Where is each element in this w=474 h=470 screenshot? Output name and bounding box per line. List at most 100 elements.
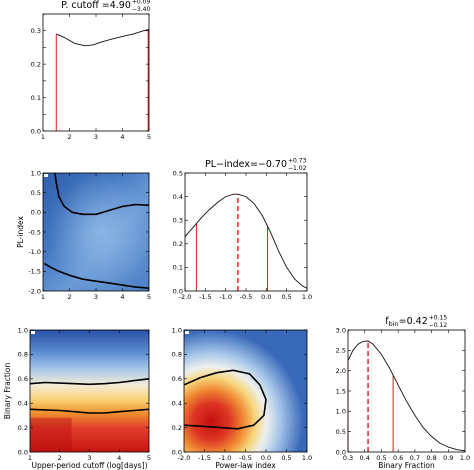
y-tick-label: 0.0 (172, 448, 182, 456)
y-tick-label: 0.2 (173, 240, 183, 248)
title-main: P. cutoff =4.90 (61, 0, 131, 11)
title-subscript-error: −1.02 (288, 165, 307, 172)
y-tick-label: 0.1 (173, 264, 183, 272)
y-tick-label: -0.5 (28, 228, 41, 236)
x-tick-label: 0.5 (281, 293, 291, 301)
x-axis-label: Upper-period cutoff (log[days]) (31, 461, 147, 470)
x-tick-label: 1 (28, 454, 32, 462)
y-tick-label: -2.0 (28, 287, 41, 295)
x-tick-label: 1.0 (302, 454, 312, 462)
y-tick-label: -1.5 (28, 268, 41, 276)
title-subscript-error: −0.12 (429, 322, 448, 329)
axes-frame (347, 329, 466, 453)
title-main: f (385, 316, 389, 327)
x-tick-label: 1 (41, 293, 45, 301)
title-main: PL−index=−0.70 (205, 159, 287, 170)
heatmap-hot-region (30, 417, 72, 452)
y-tick-label: 0.0 (173, 287, 183, 295)
title-value: =0.42 (399, 316, 428, 327)
y-tick-label: 1.0 (172, 326, 182, 334)
y-tick-label: 0.2 (18, 424, 28, 432)
x-tick-label: 0.6 (393, 454, 403, 462)
panel-p5: -2.0 -1.5 -1.0 -0.5 0.0 0.5 1.0 0.0 0.2 0.4 0.6 0.8… (172, 326, 313, 470)
x-tick-label: 0.5 (281, 454, 291, 462)
y-tick-label: 0.0 (18, 448, 28, 456)
x-tick-label: 2 (58, 454, 62, 462)
y-tick-label: 0.8 (18, 351, 28, 359)
y-tick-label: 0.2 (172, 424, 182, 432)
title-superscript: +0.15 (429, 315, 448, 322)
x-tick-label: -0.5 (240, 293, 253, 301)
x-axis-label: Binary Fraction (378, 461, 435, 470)
posterior-curve (56, 28, 150, 47)
panel-p6: 0.3 0.4 0.5 0.6 0.7 0.8 0.9 1.0 0.0 0.5 1.0 1.5 2.0 2… (336, 315, 471, 470)
x-tick-label: 5 (147, 133, 151, 141)
x-tick-label: 2 (67, 293, 71, 301)
y-tick-label: 0.3 (173, 217, 183, 225)
x-tick-label: 2 (67, 133, 71, 141)
panel-p1: 1 2 3 4 5 0.0 0.1 0.2 0.3 P. cutoff =4.90 +0.09−3.… (31, 0, 151, 141)
y-axis-label: PL-index (16, 216, 25, 248)
heatmap-corner-artifact (185, 331, 189, 334)
x-tick-label: -1.5 (199, 293, 212, 301)
contour-line-2 (43, 262, 150, 289)
title-subscript: bin (389, 320, 399, 328)
x-tick-label: 5 (147, 293, 151, 301)
panel-p3: -2.0 -1.5 -1.0 -0.5 0.0 0.5 1.0 0.0 0.1 0.2 0.3 0.4… (173, 158, 313, 302)
y-tick-label: 0.6 (172, 375, 182, 383)
y-tick-label: 1.5 (336, 387, 346, 395)
x-tick-label: 3 (87, 454, 91, 462)
title-subscript-error: −3.40 (132, 6, 151, 13)
y-tick-label: 3.0 (336, 326, 346, 334)
x-tick-label: 0.9 (443, 454, 453, 462)
y-tick-label: 2.0 (336, 367, 346, 375)
y-tick-label: 0.2 (31, 60, 41, 68)
y-tick-label: 0.3 (31, 27, 41, 35)
heatmap-highlight (43, 173, 149, 291)
contour-line-2 (29, 408, 150, 414)
panel-title: PL−index=−0.70 (205, 159, 287, 170)
x-tick-label: 0.7 (410, 454, 420, 462)
title-superscript: +0.73 (288, 158, 307, 165)
posterior-curve (184, 193, 308, 289)
y-tick-label: 0.1 (31, 94, 41, 102)
y-axis-label: Binary Fraction (3, 363, 12, 420)
x-tick-label: 3 (94, 293, 98, 301)
y-tick-label: 2.5 (336, 347, 346, 355)
y-tick-label: 0.8 (172, 351, 182, 359)
x-tick-label: -1.0 (219, 454, 232, 462)
x-tick-label: 5 (147, 454, 151, 462)
x-tick-label: 1 (41, 133, 45, 141)
heatmap-fill (184, 330, 307, 452)
axes-frame (184, 172, 308, 292)
x-axis-label: Power-law index (215, 461, 276, 470)
panel-title: fbin=0.42 (385, 316, 428, 328)
x-tick-label: 0.0 (261, 454, 271, 462)
panel-p2: 1 2 3 4 5 -2.0 -1.5 -1.0 -0.5 0.0 0.5 1.0 PL-index (16, 169, 151, 301)
contour-line-1 (54, 172, 150, 216)
x-tick-label: 4 (120, 133, 124, 141)
y-tick-label: 1.0 (18, 326, 28, 334)
x-tick-label: 0.3 (343, 454, 353, 462)
panel-p4: 1 2 3 4 5 0.0 0.2 0.4 0.6 0.8 1.0 Upper-period cuto… (3, 326, 151, 470)
x-tick-label: 3 (94, 133, 98, 141)
axes-frame (42, 13, 150, 132)
heatmap-corner-artifact (31, 331, 35, 334)
y-tick-label: 0.5 (31, 189, 41, 197)
heatmap-fill (30, 330, 149, 452)
x-tick-label: 4 (117, 454, 121, 462)
contour-line-1 (183, 369, 267, 430)
x-tick-label: 0.0 (261, 293, 271, 301)
title-superscript: +0.09 (132, 0, 151, 6)
y-tick-label: 0.5 (336, 428, 346, 436)
x-tick-label: 0.5 (376, 454, 386, 462)
contour-line-1 (29, 378, 150, 386)
y-tick-label: 0.6 (18, 375, 28, 383)
x-tick-label: -2.0 (178, 454, 191, 462)
x-tick-label: -1.5 (198, 454, 211, 462)
y-tick-label: 0.4 (172, 400, 182, 408)
x-tick-label: 1.0 (460, 454, 470, 462)
x-tick-label: 0.8 (426, 454, 436, 462)
y-tick-label: -1.0 (28, 248, 41, 256)
y-tick-label: 0.0 (31, 127, 41, 135)
